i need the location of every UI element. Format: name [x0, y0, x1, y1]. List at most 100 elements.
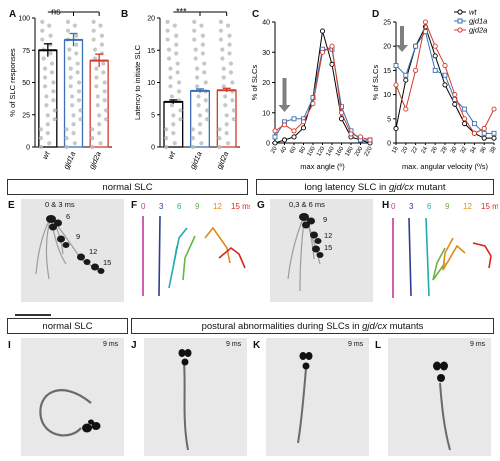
- x-tick-label: 18: [391, 145, 400, 154]
- x-tick-label: 60: [289, 145, 298, 154]
- timestamp-j: 9 ms: [226, 341, 242, 348]
- x-tick-label: 32: [460, 145, 469, 154]
- data-point: [74, 51, 79, 56]
- trace-time-label: 15 ms: [231, 202, 250, 211]
- y-axis-label: Latency to initiate SLC: [133, 44, 142, 120]
- section-long-latency: long latency SLC in gjd/cx mutant: [256, 179, 494, 195]
- data-point: [491, 106, 497, 112]
- data-point: [462, 106, 468, 112]
- data-point: [403, 106, 409, 112]
- y-tick-label: 25: [22, 112, 30, 119]
- data-point: [481, 125, 487, 132]
- data-point: [174, 42, 179, 47]
- data-point: [203, 80, 208, 85]
- trace-time-label: 6: [177, 202, 182, 211]
- data-point: [94, 75, 99, 80]
- data-point: [339, 104, 344, 110]
- trace-time-label: 9: [195, 202, 200, 211]
- data-point: [217, 127, 222, 132]
- trace-time-label: 12: [463, 202, 472, 211]
- data-point: [67, 56, 72, 61]
- trace-line: [168, 227, 188, 289]
- panel-label-a: A: [9, 9, 17, 20]
- data-point: [171, 122, 176, 127]
- data-point: [300, 119, 307, 125]
- data-point: [72, 141, 77, 146]
- data-point: [403, 77, 409, 83]
- legend-label: wt: [469, 8, 477, 17]
- data-point: [224, 130, 229, 136]
- data-point: [471, 130, 477, 136]
- data-point: [70, 94, 75, 99]
- data-point: [47, 23, 52, 28]
- data-point: [197, 113, 203, 118]
- y-axis-label: % of SLCs: [250, 65, 259, 101]
- annotation-e-12: 12: [89, 247, 98, 256]
- data-point: [205, 108, 210, 113]
- x-tick-label: 30: [450, 145, 459, 154]
- data-point: [174, 33, 179, 38]
- data-point: [42, 75, 48, 80]
- data-point: [94, 84, 99, 89]
- data-point: [40, 19, 45, 24]
- data-point: [223, 94, 228, 99]
- data-point: [97, 122, 102, 127]
- significance-label: ***: [176, 7, 187, 17]
- panel-label-e: E: [8, 200, 15, 211]
- data-point: [44, 103, 49, 108]
- data-point: [481, 135, 487, 141]
- data-point: [98, 141, 103, 146]
- x-tick-label: wt: [40, 149, 52, 160]
- data-point: [403, 72, 409, 78]
- annotation-g-12: 12: [324, 231, 333, 240]
- data-point: [97, 113, 102, 118]
- data-point: [45, 113, 50, 118]
- data-point: [228, 70, 234, 75]
- significance-label: ns: [51, 7, 61, 17]
- data-point: [272, 140, 278, 146]
- x-tick-label: 38: [489, 145, 498, 154]
- data-point: [40, 37, 45, 42]
- data-point: [195, 84, 200, 89]
- data-point: [329, 61, 335, 67]
- data-point: [195, 66, 200, 71]
- data-point: [47, 141, 52, 146]
- data-point: [230, 80, 235, 85]
- data-point: [217, 136, 222, 141]
- data-point: [192, 28, 197, 33]
- data-point: [91, 37, 96, 42]
- trace-time-label: 12: [213, 202, 222, 211]
- data-point: [220, 56, 225, 61]
- data-point: [176, 89, 182, 94]
- y-tick-label: 100: [18, 16, 30, 23]
- data-point: [357, 134, 364, 140]
- panel-label-d: D: [372, 9, 380, 20]
- data-point: [101, 70, 106, 75]
- data-point: [92, 56, 98, 61]
- annotation-e-15: 15: [103, 258, 112, 267]
- y-tick-label: 0: [387, 141, 391, 148]
- panel-label-j: J: [131, 340, 137, 351]
- data-point: [227, 42, 232, 47]
- data-point: [442, 82, 448, 88]
- data-point: [432, 53, 438, 59]
- data-point: [228, 61, 234, 66]
- arrow-head: [396, 45, 408, 52]
- data-point: [319, 49, 326, 55]
- series-line: [274, 48, 370, 141]
- data-point: [178, 108, 183, 113]
- fish-image-j: [144, 338, 247, 456]
- data-point: [393, 63, 399, 69]
- panel-label-k: K: [253, 340, 261, 351]
- legend-marker: [457, 9, 463, 15]
- data-point: [175, 70, 180, 75]
- x-tick-label: 220: [364, 145, 375, 157]
- data-point: [221, 75, 226, 80]
- data-point: [40, 28, 45, 33]
- data-point: [68, 75, 73, 80]
- data-point: [38, 136, 44, 141]
- data-point: [48, 51, 53, 56]
- series-line: [274, 45, 371, 141]
